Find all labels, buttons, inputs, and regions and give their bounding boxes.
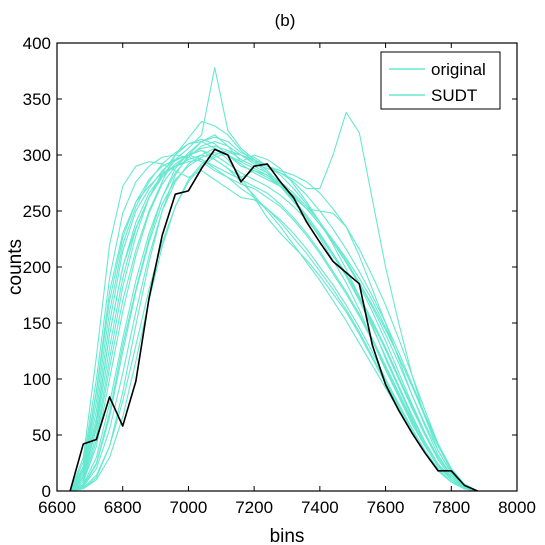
y-tick-label: 150	[23, 314, 51, 333]
y-axis-label: counts	[5, 239, 26, 295]
tick-layer: 6600 6800 7000 7200 7400 7600 7800 8000 0 50 100 15…	[23, 34, 536, 517]
x-tick-label: 7000	[170, 498, 208, 517]
original-line-9	[70, 152, 478, 492]
y-tick-label: 100	[23, 370, 51, 389]
y-tick-label: 0	[42, 482, 51, 501]
original-line-3	[69, 158, 478, 492]
x-tick-label: 6600	[38, 498, 76, 517]
chart-title: (b)	[275, 11, 296, 30]
legend-label-original: original	[431, 60, 486, 79]
original-line-16	[69, 152, 478, 492]
y-tick-label: 400	[23, 34, 51, 53]
original-line-17	[69, 154, 478, 492]
y-tick-label: 300	[23, 146, 51, 165]
original-line-5	[69, 161, 478, 492]
y-tick-label: 250	[23, 202, 51, 221]
x-tick-label: 8000	[498, 498, 536, 517]
original-line-14	[70, 149, 478, 492]
series-layer	[69, 67, 478, 492]
x-tick-label: 7800	[432, 498, 470, 517]
plot-frame	[56, 42, 518, 492]
original-line-2	[69, 134, 478, 492]
original-line-18	[69, 145, 478, 492]
original-line-19	[69, 149, 478, 492]
x-tick-label: 7400	[301, 498, 339, 517]
y-tick-label: 200	[23, 258, 51, 277]
x-axis-label: bins	[270, 526, 305, 545]
legend-box	[380, 51, 501, 110]
original-line-12	[69, 111, 478, 492]
x-tick-label: 6800	[104, 498, 142, 517]
x-tick-label: 7600	[367, 498, 405, 517]
legend-label-sudt: SUDT	[431, 86, 477, 105]
legend: original SUDT	[380, 51, 501, 110]
y-tick-label: 50	[32, 426, 51, 445]
y-tick-label: 350	[23, 90, 51, 109]
x-tick-label: 7200	[235, 498, 273, 517]
sudt-line	[69, 148, 478, 492]
original-line-10	[69, 154, 478, 492]
